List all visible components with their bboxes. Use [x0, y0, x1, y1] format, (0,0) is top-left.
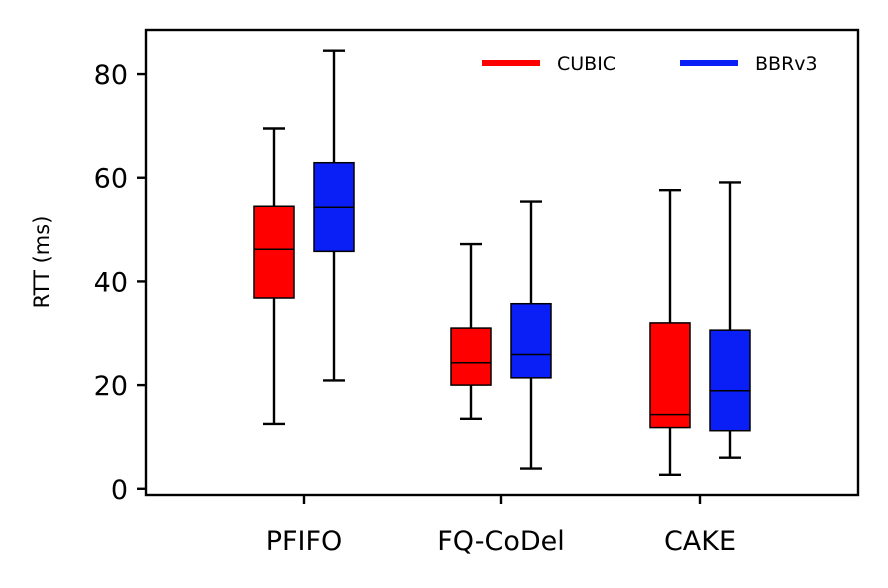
y-tick-label: 80	[94, 60, 128, 91]
x-tick-label: FQ-CoDel	[437, 526, 565, 557]
plot-area-frame	[144, 28, 860, 497]
y-tick-label: 40	[94, 267, 128, 298]
iqr-box	[510, 302, 552, 379]
y-tick-label: 0	[111, 475, 128, 506]
legend-label: CUBIC	[557, 53, 616, 75]
y-axis-ticks: 0 20 40 60 80	[94, 60, 146, 506]
x-tick-label: PFIFO	[266, 526, 343, 557]
y-tick-label: 60	[94, 164, 128, 195]
box-group	[450, 242, 492, 420]
iqr-box	[253, 205, 295, 299]
legend: CUBIC BBRv3	[482, 53, 818, 75]
iqr-box	[709, 329, 751, 432]
x-axis-ticks: PFIFO FQ-CoDel CAKE	[266, 495, 736, 557]
y-axis-label: RTT (ms)	[30, 216, 54, 309]
box-group	[510, 200, 552, 470]
x-tick-label: CAKE	[664, 526, 736, 557]
box-group	[709, 181, 751, 459]
box-group	[649, 188, 691, 476]
box-group	[313, 49, 355, 382]
iqr-box	[450, 327, 492, 386]
legend-label: BBRv3	[755, 53, 818, 75]
boxes-layer	[253, 49, 751, 476]
iqr-box	[649, 322, 691, 429]
y-tick-label: 20	[94, 371, 128, 402]
box-group	[253, 127, 295, 426]
